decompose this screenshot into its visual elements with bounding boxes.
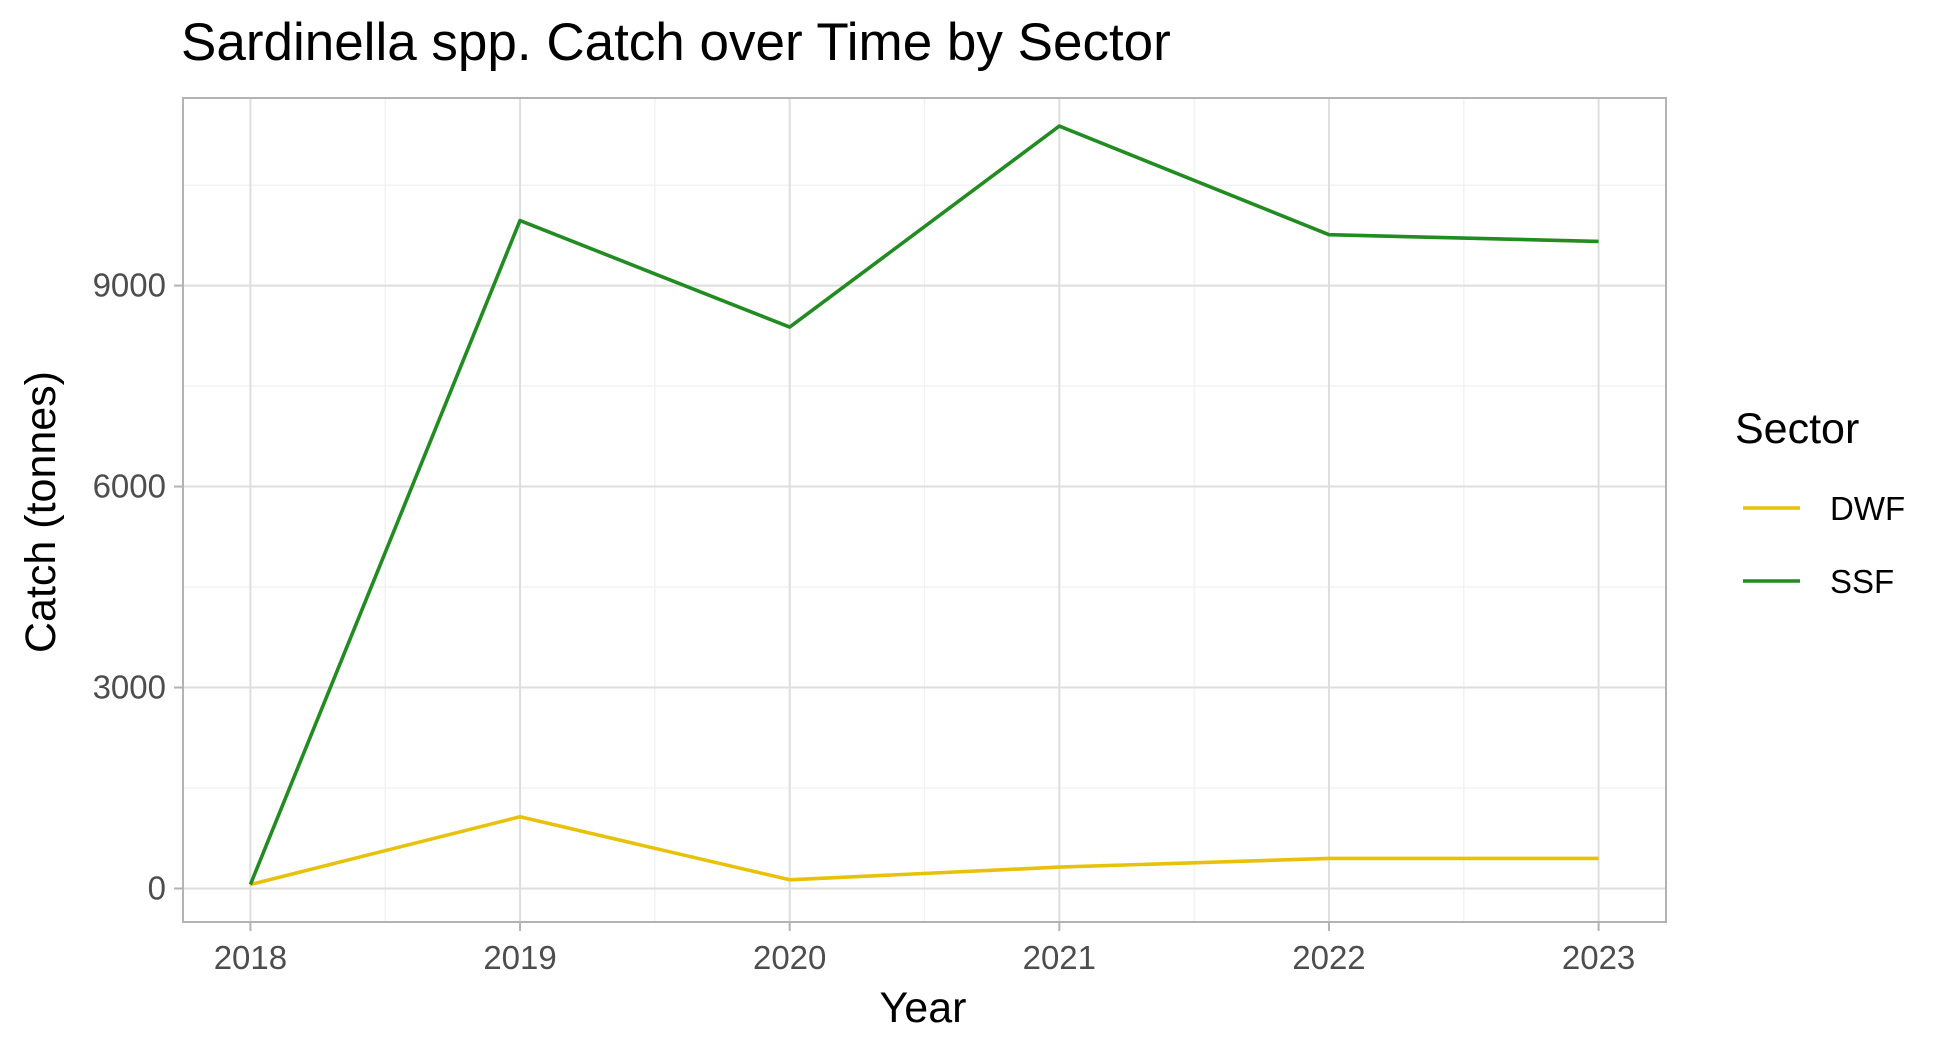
y-tick-label: 9000 [93,267,166,304]
legend: Sector DWF SSF [1735,405,1905,600]
series-lines [182,97,1667,923]
y-axis-ticks: 0 3000 6000 9000 [93,267,183,907]
legend-items: DWF SSF [1743,490,1905,600]
x-tick-label: 2021 [1023,939,1096,976]
series-line-dwf [249,814,1599,887]
major-gridlines [183,98,1666,922]
minor-gridlines [183,98,1666,922]
x-tick-label: 2020 [753,939,826,976]
y-tick-label: 0 [148,870,166,907]
y-tick-label: 3000 [93,669,166,706]
legend-label-ssf: SSF [1830,563,1894,600]
chart-title: Sardinella spp. Catch over Time by Secto… [181,13,1171,72]
plot-border [182,97,1667,923]
y-tick-label: 6000 [93,468,166,505]
x-tick-label: 2022 [1292,939,1365,976]
legend-label-dwf: DWF [1830,490,1905,527]
legend-title: Sector [1735,405,1859,453]
x-axis-ticks: 2018 2019 2020 2021 2022 2023 [214,922,1635,976]
x-axis-title: Year [880,984,967,1032]
y-axis-title: Catch (tonnes) [17,371,65,653]
x-tick-label: 2019 [483,939,556,976]
series-line-ssf [248,124,1599,886]
x-tick-label: 2018 [214,939,287,976]
x-tick-label: 2023 [1562,939,1635,976]
